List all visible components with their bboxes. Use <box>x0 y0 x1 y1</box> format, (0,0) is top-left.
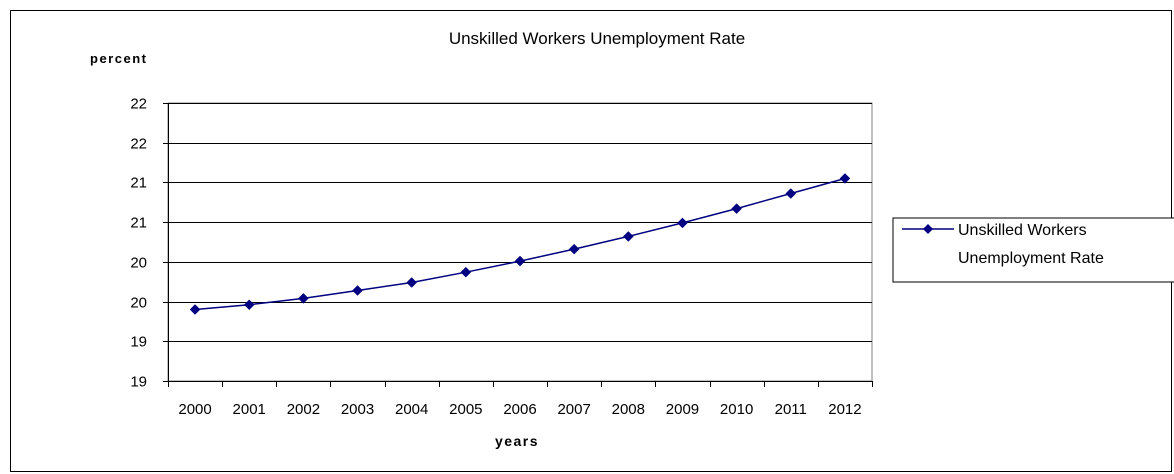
data-point <box>514 255 526 267</box>
x-tick-label: 2002 <box>287 401 320 418</box>
x-tick-label: 2006 <box>503 401 536 418</box>
legend-label-line2: Unemployment Rate <box>958 250 1104 267</box>
x-tick-label: 2003 <box>341 401 374 418</box>
x-tick-label: 2001 <box>233 401 266 418</box>
y-tick-label: 21 <box>130 175 147 192</box>
data-point <box>677 217 688 229</box>
y-tick-label: 20 <box>130 295 147 312</box>
legend-label-line1: Unskilled Workers <box>958 222 1087 239</box>
data-point <box>406 277 418 288</box>
data-point <box>243 299 255 311</box>
data-point <box>189 304 201 315</box>
y-axis-label: percent <box>90 51 147 66</box>
x-tick-label: 2007 <box>557 401 590 418</box>
x-tick-label: 2010 <box>720 401 753 418</box>
data-point <box>568 243 580 255</box>
x-axis-label: years <box>495 433 539 449</box>
y-tick-label: 19 <box>130 374 147 391</box>
legend-marker <box>923 224 933 234</box>
y-tick-label: 22 <box>130 136 147 153</box>
data-point <box>839 173 851 184</box>
plot-area: 19 19 20 20 21 21 22 22 2000 2001 2002 2003 2004 2005… <box>130 96 873 418</box>
x-tick-label: 2008 <box>612 401 645 418</box>
x-tick-label: 2005 <box>449 401 482 418</box>
data-point <box>352 285 363 296</box>
legend: Unskilled Workers Unemployment Rate <box>892 217 1174 283</box>
data-point <box>298 293 309 304</box>
x-tick-label: 2011 <box>775 401 807 418</box>
data-point <box>731 203 742 214</box>
y-tick-label: 20 <box>130 255 147 272</box>
x-tick-label: 2012 <box>828 401 861 418</box>
data-point <box>785 188 797 199</box>
plot-border <box>167 102 873 382</box>
x-tick-label: 2004 <box>395 401 428 418</box>
chart-title: Unskilled Workers Unemployment Rate <box>449 29 745 48</box>
data-point <box>460 266 472 278</box>
y-tick-label: 19 <box>130 334 147 351</box>
y-tick-label: 22 <box>130 96 147 113</box>
y-tick-label: 21 <box>130 215 147 232</box>
x-tick-label: 2000 <box>178 401 211 418</box>
x-tick-label: 2009 <box>666 401 699 418</box>
data-point <box>622 231 634 242</box>
